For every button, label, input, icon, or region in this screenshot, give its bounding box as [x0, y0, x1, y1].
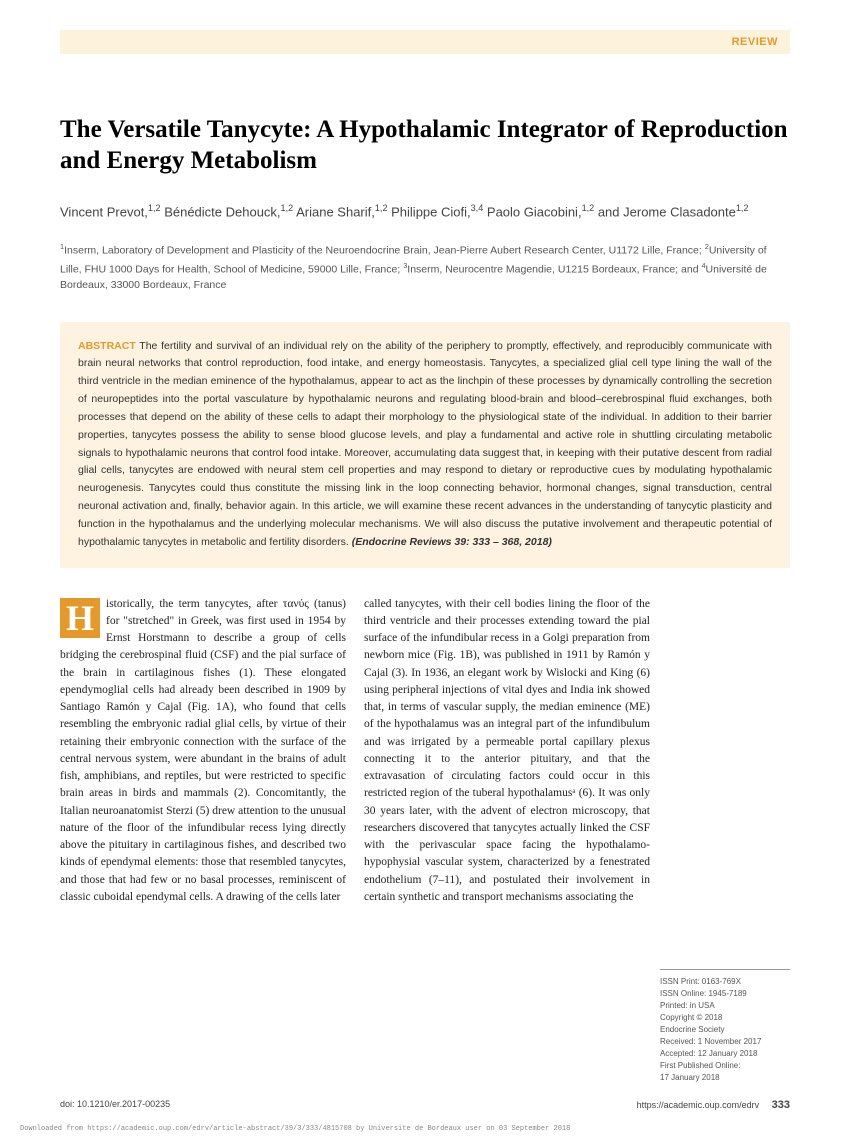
doi: doi: 10.1210/er.2017-00235: [60, 1099, 170, 1111]
footer: doi: 10.1210/er.2017-00235 https://acade…: [60, 1099, 790, 1111]
authors: Vincent Prevot,1,2 Bénédicte Dehouck,1,2…: [60, 202, 790, 222]
body-col2-text: called tanycytes, with their cell bodies…: [364, 598, 650, 903]
abstract-citation: (Endocrine Reviews 39: 333 – 368, 2018): [352, 536, 552, 548]
body-text: H istorically, the term tanycytes, after…: [60, 596, 790, 907]
header-bar: REVIEW: [60, 30, 790, 54]
publication-info-sidebar: ISSN Print: 0163-769XISSN Online: 1945-7…: [660, 969, 790, 1084]
abstract-box: ABSTRACT The fertility and survival of a…: [60, 322, 790, 568]
affiliations: 1Inserm, Laboratory of Development and P…: [60, 241, 790, 293]
download-note: Downloaded from https://academic.oup.com…: [20, 1125, 570, 1133]
page-number: 333: [772, 1099, 790, 1111]
abstract-text: The fertility and survival of an individ…: [78, 340, 772, 548]
article-title: The Versatile Tanycyte: A Hypothalamic I…: [60, 114, 790, 177]
dropcap: H: [60, 598, 100, 638]
abstract-label: ABSTRACT: [78, 340, 136, 352]
journal-url: https://academic.oup.com/edrv: [637, 1100, 760, 1110]
body-col1-text: istorically, the term tanycytes, after τ…: [60, 598, 346, 903]
body-column-1: H istorically, the term tanycytes, after…: [60, 596, 346, 907]
body-column-2: called tanycytes, with their cell bodies…: [364, 596, 790, 907]
review-label: REVIEW: [732, 36, 778, 48]
